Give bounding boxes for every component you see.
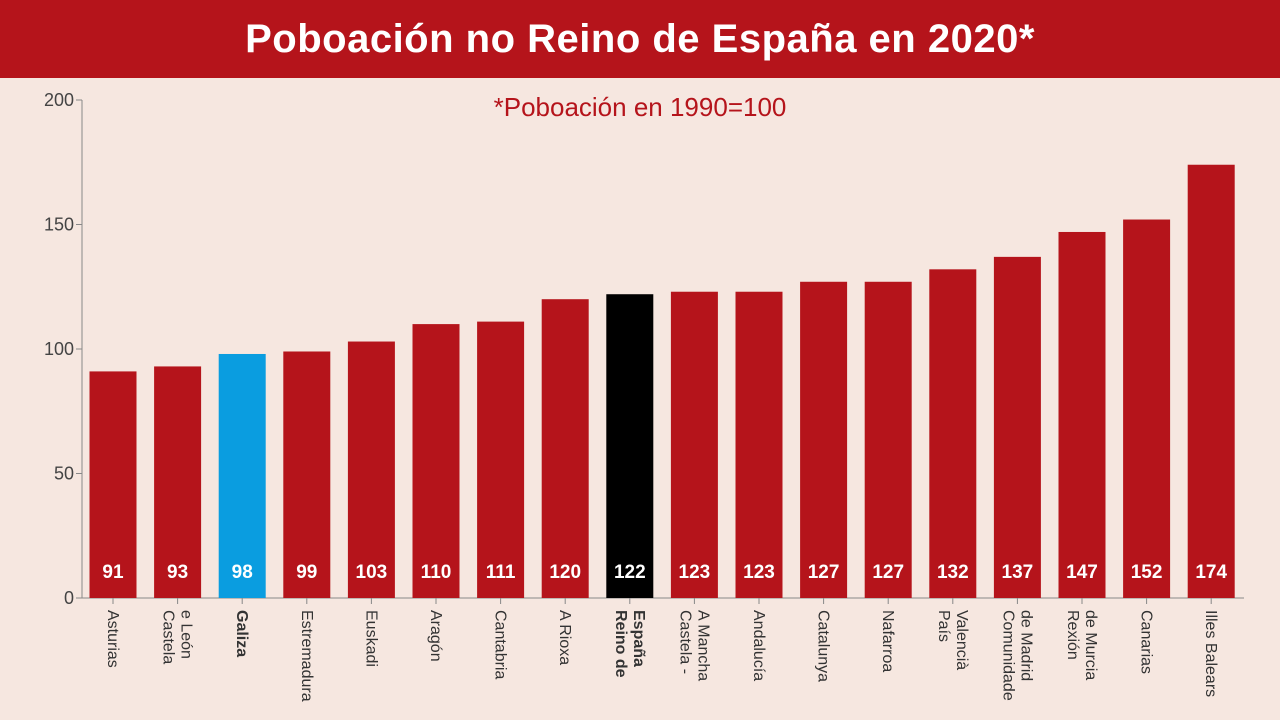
- bar: [993, 256, 1041, 598]
- chart-area: *Poboación en 1990=100 0 50 100 150 200 91 Astu…: [0, 78, 1280, 720]
- x-tick-label-line: Estremadura: [298, 610, 315, 702]
- x-tick-label-line: de Madrid: [1017, 610, 1034, 681]
- bar: [929, 269, 977, 598]
- x-tick-label-line: Andalucía: [750, 610, 767, 681]
- y-tick-label: 200: [44, 90, 74, 110]
- bar: [864, 281, 912, 598]
- x-tick-label-line: e León: [178, 610, 195, 659]
- x-tick-label-line: Valencià: [953, 610, 970, 670]
- x-tick-label-line: Canarias: [1138, 610, 1155, 674]
- x-tick-label: Estremadura: [298, 610, 315, 702]
- x-tick-label-line: Cantabria: [492, 610, 509, 679]
- x-tick-label: Castelae León: [160, 610, 195, 664]
- chart-title: Poboación no Reino de España en 2020*: [245, 16, 1035, 61]
- data-label: 111: [486, 562, 516, 583]
- x-tick-label-line: Galiza: [233, 610, 250, 657]
- x-tick-label-line: A Rioxa: [556, 610, 573, 665]
- x-tick-label-line: Reino de: [612, 610, 629, 678]
- bar: [154, 366, 202, 598]
- y-tick-label: 150: [44, 215, 74, 235]
- bar: [89, 371, 137, 598]
- bar-chart: *Poboación en 1990=100 0 50 100 150 200 91 Astu…: [44, 90, 1244, 702]
- x-tick-label: A Rioxa: [556, 610, 573, 665]
- data-label: 98: [232, 562, 253, 583]
- x-tick-label: Comunidadede Madrid: [999, 610, 1034, 701]
- x-tick-label-line: Euskadi: [362, 610, 379, 667]
- x-tick-label-line: Aragón: [427, 610, 444, 662]
- x-tick-label-line: Asturias: [104, 610, 121, 668]
- x-tick-label: Andalucía: [750, 610, 767, 681]
- title-bar: Poboación no Reino de España en 2020*: [0, 0, 1280, 78]
- y-tick-label: 50: [54, 464, 74, 484]
- x-tick-label: Reino deEspaña: [612, 610, 647, 678]
- bar: [1187, 164, 1235, 598]
- data-label: 127: [808, 562, 840, 583]
- data-label: 103: [356, 562, 388, 583]
- y-tick-label: 100: [44, 339, 74, 359]
- x-tick-label: Catalunya: [815, 610, 832, 682]
- x-tick-label: Cantabria: [492, 610, 509, 679]
- x-tick-label: Asturias: [104, 610, 121, 668]
- x-tick-label-line: de Murcia: [1082, 610, 1099, 680]
- bar: [477, 321, 525, 598]
- data-label: 147: [1066, 562, 1098, 583]
- chart-subtitle: *Poboación en 1990=100: [494, 92, 787, 122]
- x-tick-label-line: Nafarroa: [879, 610, 896, 672]
- bar: [412, 324, 460, 598]
- bar: [606, 294, 654, 598]
- x-tick-label-line: España: [630, 610, 647, 667]
- data-label: 137: [1002, 562, 1034, 583]
- x-tick-label: Rexiónde Murcia: [1064, 610, 1099, 680]
- x-tick-label: Galiza: [233, 610, 250, 657]
- y-tick-label: 0: [64, 588, 74, 608]
- x-tick-label-line: País: [935, 610, 952, 642]
- bar: [1123, 219, 1171, 598]
- x-tick-label: PaísValencià: [935, 610, 970, 670]
- data-label: 123: [743, 562, 775, 583]
- bar: [218, 353, 266, 598]
- x-tick-label: Castela -A Mancha: [676, 610, 711, 681]
- data-label: 110: [421, 562, 452, 583]
- data-label: 152: [1131, 562, 1163, 583]
- data-label: 174: [1195, 562, 1227, 583]
- bar: [670, 291, 718, 598]
- bar: [541, 299, 589, 598]
- bar: [800, 281, 848, 598]
- x-tick-label-line: Castela: [160, 610, 177, 664]
- x-tick-label: Euskadi: [362, 610, 379, 667]
- data-label: 120: [549, 562, 581, 583]
- x-tick-label-line: Castela -: [676, 610, 693, 674]
- data-label: 93: [167, 562, 188, 583]
- x-tick-label: Illes Balears: [1202, 610, 1219, 697]
- x-tick-label-line: Illes Balears: [1202, 610, 1219, 697]
- x-tick-label-line: A Mancha: [694, 610, 711, 681]
- data-label: 91: [102, 562, 124, 583]
- x-tick-label: Canarias: [1138, 610, 1155, 674]
- data-label: 99: [296, 562, 317, 583]
- x-tick-label: Aragón: [427, 610, 444, 662]
- data-label: 127: [872, 562, 904, 583]
- x-tick-label-line: Catalunya: [815, 610, 832, 682]
- x-tick-label-line: Rexión: [1064, 610, 1081, 660]
- x-tick-label-line: Comunidade: [999, 610, 1016, 701]
- bar: [283, 351, 331, 598]
- data-label: 122: [614, 562, 646, 583]
- bar: [347, 341, 395, 598]
- data-label: 132: [937, 562, 969, 583]
- x-tick-label: Nafarroa: [879, 610, 896, 672]
- bar: [735, 291, 783, 598]
- data-label: 123: [679, 562, 711, 583]
- bar: [1058, 231, 1106, 598]
